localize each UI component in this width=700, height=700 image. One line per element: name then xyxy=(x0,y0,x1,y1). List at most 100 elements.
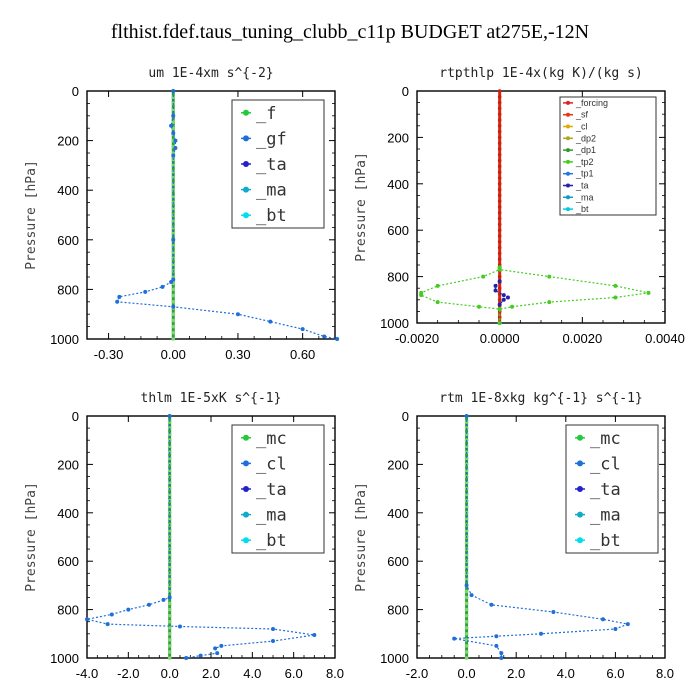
series-point xyxy=(493,288,498,293)
zero-line-marker xyxy=(167,607,172,612)
y-tick-label: 200 xyxy=(57,134,79,149)
zero-line-marker xyxy=(497,124,502,128)
zero-line-marker xyxy=(171,318,176,323)
y-tick-label: 600 xyxy=(57,554,79,569)
legend-swatch-marker xyxy=(566,100,570,105)
zero-line-marker xyxy=(464,456,469,461)
legend-entry: _tp2 xyxy=(575,157,594,167)
zero-line-marker xyxy=(167,492,172,497)
series-point xyxy=(105,622,110,627)
y-tick-label: 400 xyxy=(57,506,79,521)
legend-entry: _tp1 xyxy=(575,169,594,179)
legend-entry: _mc xyxy=(256,429,287,449)
x-tick-label: 4.0 xyxy=(557,666,575,681)
y-tick-label: 1000 xyxy=(380,651,409,666)
legend-swatch-marker xyxy=(243,511,249,518)
zero-line-marker xyxy=(171,324,176,329)
zero-line-marker xyxy=(167,468,172,473)
zero-line-marker xyxy=(167,529,172,533)
series-point xyxy=(109,612,114,617)
series-point xyxy=(143,289,148,294)
panel-title: rtm 1E-8xkg kg^{-1} s^{-1} xyxy=(439,391,643,406)
legend-entry: _ta xyxy=(575,181,589,191)
x-tick-label: 8.0 xyxy=(656,666,674,681)
series-point xyxy=(169,123,174,128)
zero-line-marker xyxy=(171,300,176,304)
legend-swatch-marker xyxy=(577,537,583,544)
zero-line-marker xyxy=(497,176,502,180)
zero-line-marker xyxy=(464,656,469,660)
series-point xyxy=(171,304,176,309)
series-line-tp2 xyxy=(420,267,501,323)
zero-line-marker xyxy=(167,656,172,660)
y-tick-label: 400 xyxy=(387,506,409,521)
series-point xyxy=(184,656,189,660)
panel-title: thlm 1E-5xK s^{-1} xyxy=(141,391,282,406)
zero-line-marker xyxy=(464,644,469,648)
y-tick-label: 400 xyxy=(387,177,409,192)
legend-entry: _ma xyxy=(590,506,621,526)
series-point xyxy=(497,267,502,272)
legend-entry: _mc xyxy=(590,429,621,449)
x-tick-label: -2.0 xyxy=(406,666,428,681)
series-point xyxy=(464,583,469,588)
series-point xyxy=(497,321,502,325)
legend-entry: _bt xyxy=(256,206,287,226)
zero-line-marker xyxy=(171,194,176,199)
zero-line-marker xyxy=(464,589,469,594)
legend-swatch-marker xyxy=(577,434,583,441)
zero-line-marker xyxy=(464,619,469,624)
chart-panels: um 1E-4xm s^{-2} Pressure [hPa] 0 200 400 600… xyxy=(24,66,685,681)
x-tick-label: 6.0 xyxy=(285,666,303,681)
series-point xyxy=(435,300,440,305)
zero-line-marker xyxy=(167,619,172,624)
series-point xyxy=(481,274,486,279)
zero-line-marker xyxy=(497,112,502,116)
series-point xyxy=(160,284,165,289)
zero-line-marker xyxy=(497,193,502,198)
zero-line-marker xyxy=(167,541,172,545)
series-point xyxy=(613,283,618,288)
zero-line-marker xyxy=(497,141,502,145)
x-tick-label: 0.0 xyxy=(458,666,476,681)
y-tick-label: 800 xyxy=(57,603,79,618)
legend-entry: _ta xyxy=(256,480,287,500)
y-axis-label: Pressure [hPa] xyxy=(24,482,39,592)
zero-line-marker xyxy=(497,187,502,192)
series-point xyxy=(613,295,618,300)
series-point xyxy=(219,643,224,648)
series-point xyxy=(171,113,176,118)
series-point xyxy=(312,633,317,638)
zero-line-marker xyxy=(497,170,502,174)
zero-line-marker xyxy=(497,147,502,151)
y-tick-label: 800 xyxy=(387,603,409,618)
zero-line-marker xyxy=(464,444,469,449)
y-tick-label: 0 xyxy=(72,409,79,424)
legend-swatch-marker xyxy=(566,171,570,176)
series-point xyxy=(625,622,630,627)
series-point xyxy=(167,414,172,418)
zero-line-marker xyxy=(464,468,469,473)
zero-line-marker xyxy=(167,517,172,521)
y-axis-label: Pressure [hPa] xyxy=(24,160,39,270)
series-point xyxy=(601,617,605,622)
legend-swatch-marker xyxy=(243,486,249,492)
series-point xyxy=(171,131,176,136)
legend-swatch-marker xyxy=(243,460,249,467)
series-point xyxy=(497,307,502,312)
legend-entry: _bt xyxy=(575,204,589,214)
legend-entry: _bt xyxy=(256,531,287,551)
zero-line-marker xyxy=(464,541,469,545)
panel-title: rtpthlp 1E-4x(kg K)/(kg s) xyxy=(439,66,643,81)
series-point xyxy=(435,283,440,288)
legend-swatch-marker xyxy=(577,486,583,492)
x-tick-label: 8.0 xyxy=(326,666,344,681)
y-axis-label: Pressure [hPa] xyxy=(354,152,369,262)
chart-panel-2: rtpthlp 1E-4x(kg K)/(kg s) Pressure [hPa]… xyxy=(354,66,685,346)
y-tick-label: 600 xyxy=(387,223,409,238)
panel-title: um 1E-4xm s^{-2} xyxy=(148,66,273,81)
series-point xyxy=(493,283,498,288)
y-tick-label: 600 xyxy=(387,554,409,569)
series-point xyxy=(117,294,122,299)
zero-line-marker xyxy=(171,262,176,267)
